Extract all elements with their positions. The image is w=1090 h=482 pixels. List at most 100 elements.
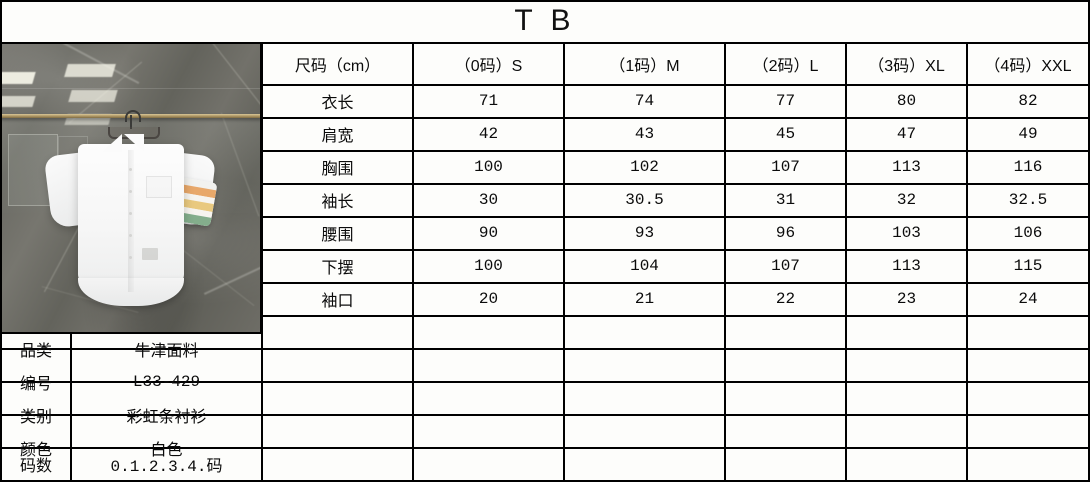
shirt-button	[129, 256, 132, 259]
size-cell: 30.5	[625, 191, 664, 209]
size-cell: 30	[478, 191, 499, 209]
size-table-header-measure: 尺码（cm）	[294, 58, 381, 75]
size-cell: 71	[478, 92, 499, 110]
hanger-hook-icon	[125, 110, 141, 122]
grid-hline	[0, 447, 1090, 449]
shirt-button	[129, 190, 132, 193]
grid-hline	[0, 381, 1090, 383]
size-cell: 96	[775, 224, 796, 242]
grid-vline	[261, 44, 263, 482]
shirt-collar-right	[124, 134, 144, 152]
grid-hline	[0, 332, 262, 334]
size-cell: 24	[1018, 290, 1038, 308]
size-cell: 82	[1018, 92, 1038, 110]
size-row-label: 腰围	[321, 227, 354, 244]
size-table-header-m: （1码）M	[609, 58, 680, 75]
grid-hline	[262, 282, 1090, 284]
grid-vline	[563, 44, 565, 482]
size-row-label: 袖口	[321, 293, 354, 310]
attribute-value-color: 白色	[150, 442, 183, 459]
size-table-header-xl: （3码）XL	[868, 58, 945, 75]
size-cell: 113	[892, 158, 921, 176]
shirt-button	[129, 234, 132, 237]
grid-hline	[0, 348, 1090, 350]
size-row-label: 下摆	[321, 260, 354, 277]
size-cell: 43	[634, 125, 655, 143]
size-cell: 115	[1013, 257, 1043, 275]
attribute-value-code: L33-429	[132, 373, 201, 391]
grid-hline	[262, 183, 1090, 185]
ceiling-light-reflection	[64, 64, 116, 77]
ceiling-light-reflection	[0, 96, 36, 107]
grid-vline	[724, 44, 726, 482]
size-cell: 102	[630, 158, 659, 176]
shirt-button	[129, 212, 132, 215]
size-cell: 20	[478, 290, 499, 308]
brand-logo-tag	[142, 248, 158, 260]
product-photo	[0, 44, 262, 333]
size-cell: 103	[892, 224, 921, 242]
grid-hline	[262, 249, 1090, 251]
size-cell: 22	[775, 290, 796, 308]
size-cell: 100	[474, 158, 503, 176]
attribute-value-type: 彩虹条衬衫	[126, 409, 207, 426]
size-cell: 80	[896, 92, 917, 110]
size-cell: 47	[896, 125, 917, 143]
shirt-illustration	[43, 128, 218, 323]
hanger-hook-stem	[130, 115, 132, 129]
size-cell: 77	[775, 92, 796, 110]
grid-vline	[845, 44, 847, 482]
size-cell: 21	[634, 290, 655, 308]
size-cell: 90	[478, 224, 499, 242]
size-table-header-l: （2码）L	[752, 58, 819, 75]
size-cell: 93	[634, 224, 655, 242]
grid-border-bottom	[0, 480, 1090, 482]
grid-hline	[262, 216, 1090, 218]
grid-vline	[966, 44, 968, 482]
sheet-title-row: T B	[0, 0, 1090, 44]
grid-hline	[0, 414, 1090, 416]
size-cell: 107	[771, 158, 800, 176]
attribute-label-type: 类别	[19, 409, 52, 426]
size-cell: 100	[474, 257, 503, 275]
grid-hline	[262, 117, 1090, 119]
grid-hline	[262, 150, 1090, 152]
ceiling-light-reflection	[68, 90, 118, 102]
size-cell: 31	[775, 191, 796, 209]
attribute-label-color: 颜色	[19, 442, 52, 459]
grid-vline	[412, 44, 414, 482]
shirt-chest-pocket	[146, 176, 172, 198]
grid-vline	[70, 332, 72, 482]
size-row-label: 衣长	[321, 95, 354, 112]
grid-border-right	[1088, 0, 1090, 482]
size-cell: 42	[478, 125, 499, 143]
grid-border-top	[0, 0, 1090, 2]
size-cell: 104	[630, 257, 659, 275]
wall-panel-seam	[0, 88, 260, 89]
size-table-header-s: （0码）S	[454, 58, 523, 75]
attribute-label-sizes: 码数	[19, 458, 52, 475]
size-cell: 49	[1018, 125, 1038, 143]
size-row-label: 肩宽	[321, 128, 354, 145]
size-cell: 106	[1013, 224, 1043, 242]
grid-hline	[262, 84, 1090, 86]
attribute-label-category: 品类	[19, 343, 52, 360]
attribute-label-code: 编号	[19, 376, 52, 393]
size-row-label: 袖长	[321, 194, 354, 211]
page-title: T B	[514, 4, 576, 37]
grid-hline	[262, 315, 1090, 317]
shirt-placket	[128, 150, 134, 292]
size-cell: 116	[1013, 158, 1043, 176]
size-cell: 23	[896, 290, 917, 308]
size-cell: 45	[775, 125, 796, 143]
grid-border-left	[0, 0, 2, 482]
attribute-value-sizes: 0.1.2.3.4.码	[110, 458, 223, 476]
attribute-value-category: 牛津面料	[134, 343, 199, 360]
grid-hline	[0, 42, 1090, 44]
shirt-collar-left	[102, 134, 122, 152]
ceiling-light-reflection	[0, 72, 36, 84]
size-cell: 107	[771, 257, 800, 275]
size-table-header-xxl: （4码）XXL	[984, 58, 1072, 75]
size-cell: 32	[896, 191, 917, 209]
